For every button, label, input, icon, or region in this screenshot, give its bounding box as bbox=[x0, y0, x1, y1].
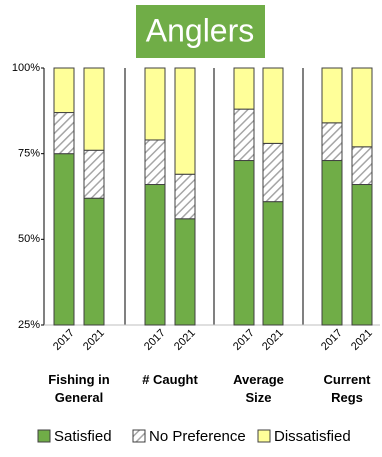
bar-segment bbox=[53, 112, 75, 155]
group-label: Average Size bbox=[233, 372, 284, 405]
bar-segment bbox=[53, 153, 75, 326]
bar-segment bbox=[262, 201, 284, 326]
y-tick-label: 100% bbox=[12, 62, 40, 74]
bar-segment bbox=[83, 67, 105, 151]
x-tick-label: 2021 bbox=[260, 327, 286, 353]
bar-segment bbox=[262, 67, 284, 144]
chart-title: Anglers bbox=[146, 12, 255, 48]
title-box bbox=[136, 5, 265, 58]
bar-segment bbox=[144, 139, 166, 186]
legend-swatch bbox=[257, 429, 271, 443]
x-tick-label: 2021 bbox=[349, 327, 375, 353]
bar-segment bbox=[174, 173, 196, 220]
group-label: # Caught bbox=[142, 372, 198, 387]
bar-segment bbox=[83, 149, 105, 199]
y-tick-label: 50% bbox=[18, 233, 40, 245]
bar-segment bbox=[144, 67, 166, 141]
legend-label: No Preference bbox=[149, 428, 246, 445]
group-label: Fishing in General bbox=[48, 372, 110, 405]
bar-segment bbox=[351, 184, 373, 326]
bar-segment bbox=[351, 67, 373, 148]
bar-segment bbox=[174, 218, 196, 326]
legend-swatch bbox=[37, 429, 51, 443]
x-tick-label: 2017 bbox=[51, 327, 77, 353]
x-tick-label: 2017 bbox=[319, 327, 345, 353]
legend-label: Satisfied bbox=[54, 428, 112, 445]
legend-label: Dissatisfied bbox=[274, 428, 351, 445]
x-tick-label: 2021 bbox=[172, 327, 198, 353]
bar-segment bbox=[83, 197, 105, 326]
bar-segment bbox=[321, 122, 343, 162]
legend-swatch bbox=[132, 429, 146, 443]
y-tick-label: 75% bbox=[18, 148, 40, 160]
x-tick-label: 2017 bbox=[142, 327, 168, 353]
group-label: Current Regs bbox=[323, 372, 371, 405]
bar-segment bbox=[53, 67, 75, 114]
bar-segment bbox=[174, 67, 196, 175]
bar-segment bbox=[351, 146, 373, 186]
bar-segment bbox=[144, 184, 166, 326]
bar-segment bbox=[321, 67, 343, 124]
bar-segment bbox=[233, 67, 255, 110]
bar-segment bbox=[233, 160, 255, 326]
bar-segment bbox=[262, 142, 284, 203]
bar-segment bbox=[233, 108, 255, 162]
x-tick-label: 2021 bbox=[81, 327, 107, 353]
x-tick-label: 2017 bbox=[231, 327, 257, 353]
bar-segment bbox=[321, 160, 343, 326]
y-tick-label: 25% bbox=[18, 319, 40, 331]
